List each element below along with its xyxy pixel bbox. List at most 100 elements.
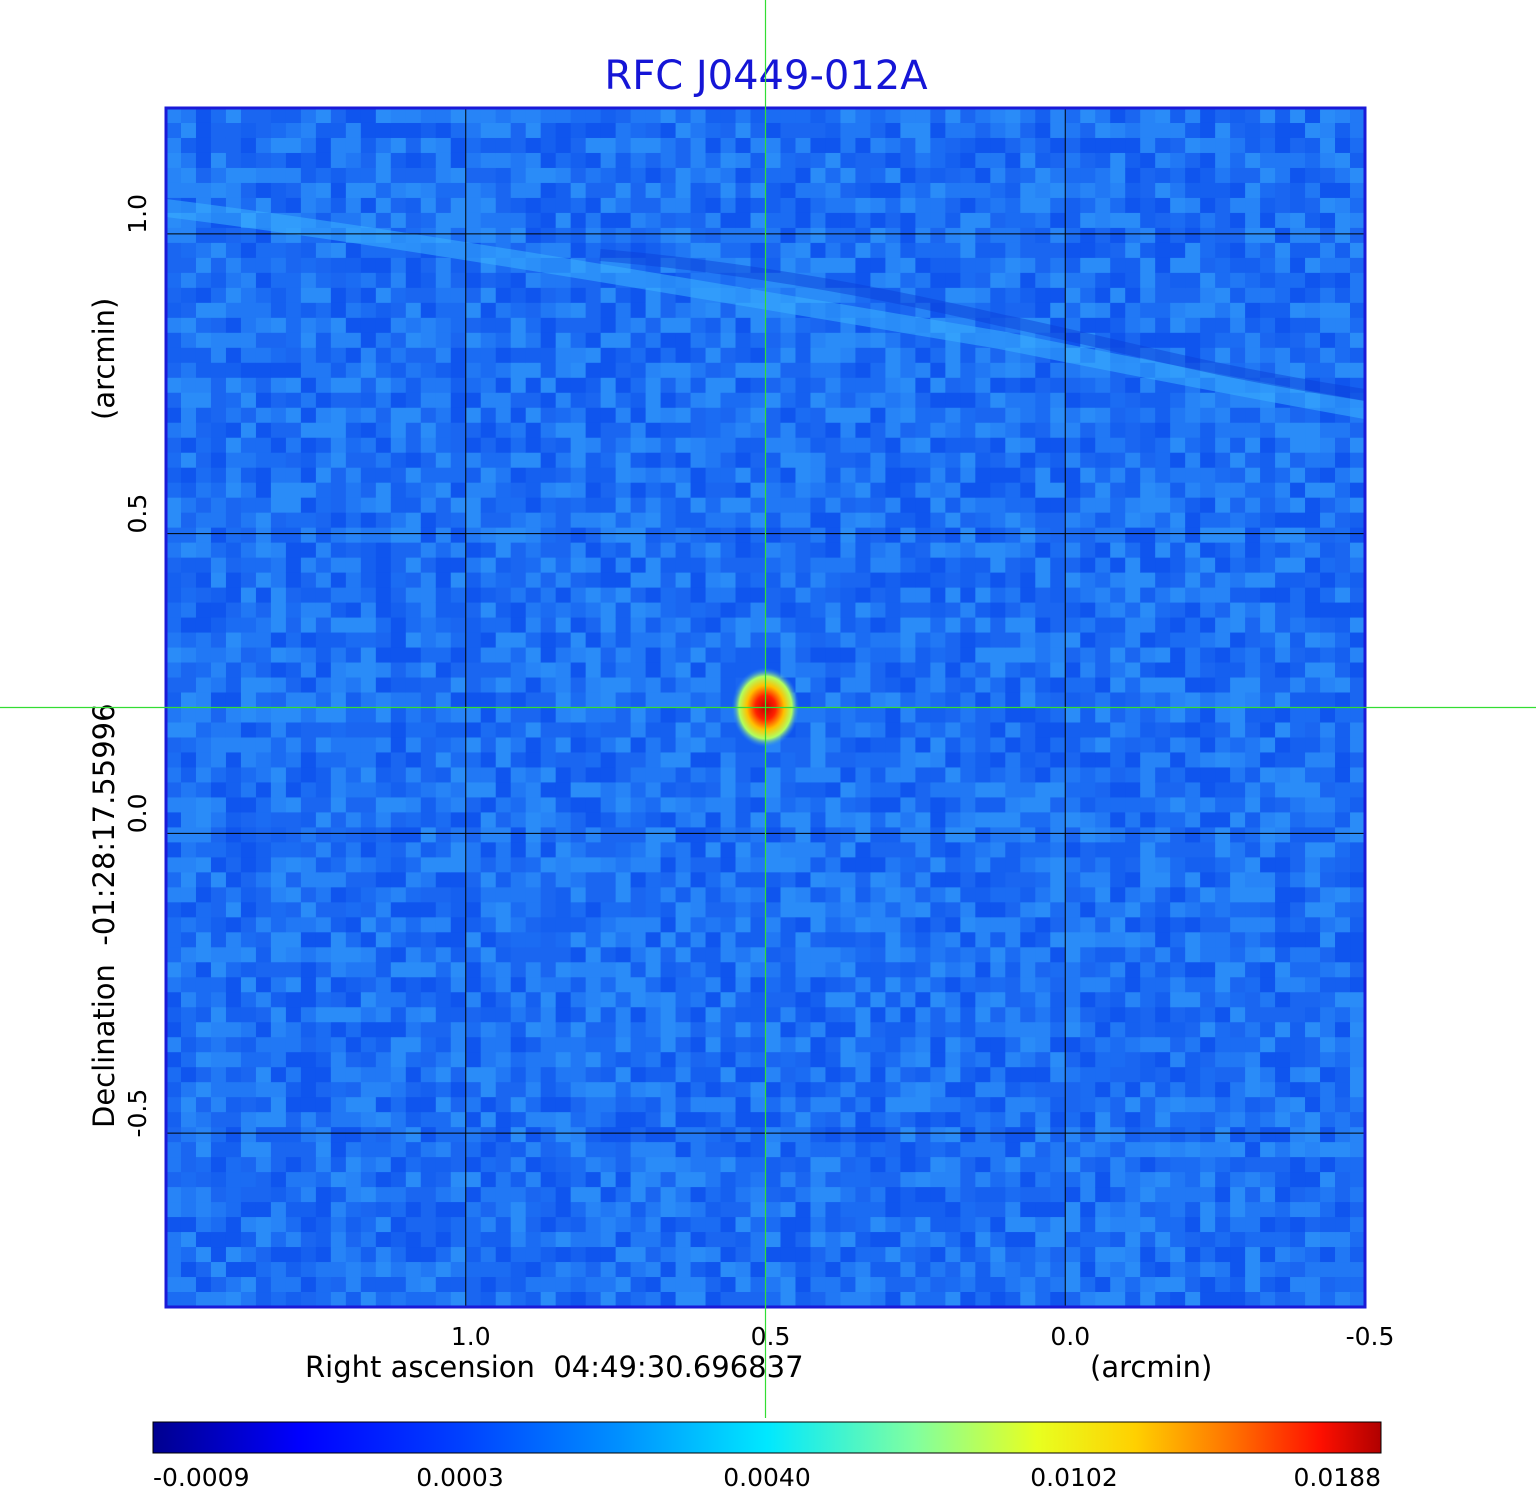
noise-pixel bbox=[1065, 287, 1081, 304]
noise-pixel bbox=[705, 422, 721, 439]
noise-pixel bbox=[1050, 437, 1066, 454]
noise-pixel bbox=[450, 812, 467, 828]
noise-pixel bbox=[210, 482, 227, 499]
noise-pixel bbox=[840, 1082, 856, 1098]
noise-pixel bbox=[450, 437, 467, 454]
noise-pixel bbox=[915, 557, 931, 574]
noise-pixel bbox=[735, 1007, 751, 1023]
noise-pixel bbox=[960, 947, 976, 963]
noise-pixel bbox=[435, 1157, 452, 1173]
noise-pixel bbox=[630, 572, 646, 588]
noise-pixel bbox=[615, 407, 632, 424]
noise-pixel bbox=[780, 797, 796, 813]
noise-pixel bbox=[1080, 827, 1096, 843]
noise-pixel bbox=[720, 152, 736, 169]
noise-pixel bbox=[660, 707, 676, 723]
noise-pixel bbox=[1035, 827, 1051, 843]
noise-pixel bbox=[840, 182, 856, 199]
noise-pixel bbox=[450, 977, 467, 993]
noise-pixel bbox=[960, 932, 976, 948]
noise-pixel bbox=[945, 527, 961, 544]
noise-pixel bbox=[435, 1202, 452, 1218]
noise-pixel bbox=[435, 362, 452, 379]
noise-pixel bbox=[870, 662, 886, 678]
noise-pixel bbox=[1050, 152, 1066, 169]
noise-pixel bbox=[870, 482, 886, 499]
noise-pixel bbox=[1035, 947, 1051, 963]
noise-pixel bbox=[810, 497, 826, 514]
noise-pixel bbox=[166, 902, 182, 918]
noise-pixel bbox=[765, 1172, 781, 1188]
noise-pixel bbox=[390, 1247, 407, 1263]
noise-pixel bbox=[1065, 887, 1081, 903]
noise-pixel bbox=[405, 377, 422, 394]
noise-pixel bbox=[255, 287, 272, 304]
noise-pixel bbox=[390, 257, 407, 274]
noise-pixel bbox=[330, 737, 347, 753]
noise-pixel bbox=[570, 377, 587, 394]
noise-pixel bbox=[825, 1247, 841, 1263]
noise-pixel bbox=[720, 632, 736, 648]
noise-pixel bbox=[495, 572, 512, 588]
noise-pixel bbox=[420, 887, 437, 903]
noise-pixel bbox=[465, 1142, 482, 1158]
noise-pixel bbox=[285, 947, 302, 963]
noise-pixel bbox=[825, 557, 841, 574]
noise-pixel bbox=[195, 797, 212, 813]
noise-pixel bbox=[765, 1187, 781, 1203]
noise-pixel bbox=[900, 287, 916, 304]
noise-pixel bbox=[840, 1172, 856, 1188]
noise-pixel bbox=[585, 152, 602, 169]
noise-pixel bbox=[270, 302, 287, 319]
noise-pixel bbox=[510, 287, 527, 304]
noise-pixel bbox=[225, 1037, 242, 1053]
noise-pixel bbox=[360, 767, 377, 783]
noise-pixel bbox=[540, 887, 557, 903]
noise-pixel bbox=[885, 242, 901, 259]
noise-pixel bbox=[270, 962, 287, 978]
noise-pixel bbox=[420, 812, 437, 828]
noise-pixel bbox=[720, 452, 736, 469]
noise-pixel bbox=[1080, 977, 1096, 993]
noise-pixel bbox=[915, 722, 931, 738]
noise-pixel bbox=[225, 1082, 242, 1098]
noise-pixel bbox=[705, 152, 721, 169]
noise-pixel bbox=[555, 497, 572, 514]
noise-pixel bbox=[330, 422, 347, 439]
noise-pixel bbox=[990, 707, 1006, 723]
noise-pixel bbox=[810, 857, 826, 873]
noise-pixel bbox=[765, 122, 781, 139]
noise-pixel bbox=[885, 1232, 901, 1248]
noise-pixel bbox=[180, 1217, 197, 1233]
noise-pixel bbox=[795, 1052, 811, 1068]
noise-pixel bbox=[885, 272, 901, 289]
noise-pixel bbox=[630, 992, 646, 1008]
noise-pixel bbox=[450, 497, 467, 514]
noise-pixel bbox=[540, 692, 557, 708]
noise-pixel bbox=[1035, 1007, 1051, 1023]
noise-pixel bbox=[705, 602, 721, 618]
noise-pixel bbox=[255, 782, 272, 798]
noise-pixel bbox=[870, 617, 886, 633]
noise-pixel bbox=[525, 1037, 542, 1053]
noise-pixel bbox=[720, 257, 736, 274]
noise-pixel bbox=[495, 272, 512, 289]
noise-pixel bbox=[390, 617, 407, 633]
noise-pixel bbox=[510, 737, 527, 753]
noise-pixel bbox=[465, 542, 482, 559]
noise-pixel bbox=[180, 857, 197, 873]
noise-pixel bbox=[255, 108, 272, 124]
noise-pixel bbox=[855, 1022, 871, 1038]
noise-pixel bbox=[750, 257, 766, 274]
noise-pixel bbox=[450, 677, 467, 693]
noise-pixel bbox=[915, 1097, 931, 1113]
noise-pixel bbox=[915, 902, 931, 918]
noise-pixel bbox=[615, 1247, 632, 1263]
noise-pixel bbox=[480, 602, 497, 618]
noise-pixel bbox=[690, 332, 706, 349]
noise-pixel bbox=[555, 482, 572, 499]
noise-pixel bbox=[840, 617, 856, 633]
noise-pixel bbox=[195, 1022, 212, 1038]
noise-pixel bbox=[390, 1262, 407, 1278]
noise-pixel bbox=[1035, 1052, 1051, 1068]
